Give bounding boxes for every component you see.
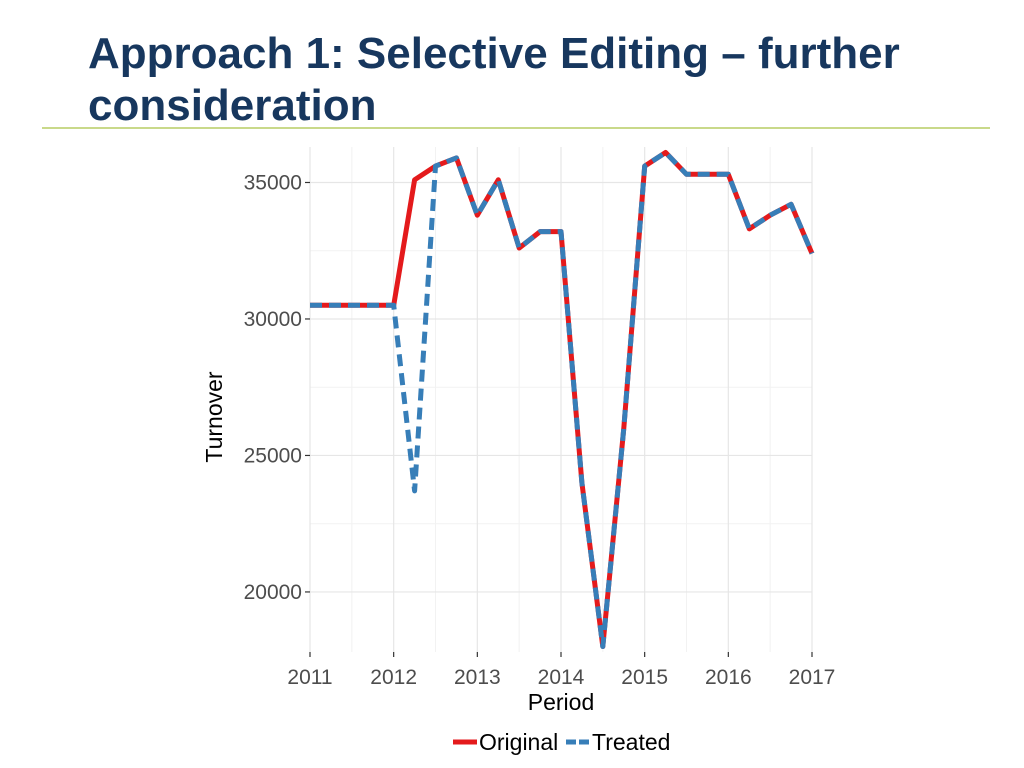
y-tick-label: 30000: [244, 308, 302, 331]
y-axis-title: Turnover: [201, 371, 227, 463]
x-tick-label: 2012: [370, 666, 417, 689]
y-tick-label: 35000: [244, 171, 302, 194]
x-tick-label: 2013: [454, 666, 501, 689]
legend-label-original: Original: [479, 729, 558, 755]
slide-title: Approach 1: Selective Editing – further …: [88, 29, 900, 130]
x-tick-label: 2016: [705, 666, 752, 689]
x-tick-label: 2017: [789, 666, 836, 689]
legend-label-treated: Treated: [592, 729, 670, 755]
y-tick-label: 25000: [244, 444, 302, 467]
x-tick-label: 2014: [538, 666, 585, 689]
series-line-treated: [310, 150, 815, 649]
x-axis-title: Period: [528, 689, 594, 715]
y-tick-label: 20000: [244, 581, 302, 604]
chart-series: [310, 150, 815, 649]
chart-grid: [309, 147, 813, 652]
x-tick-label: 2011: [287, 666, 332, 689]
title-divider: [42, 127, 990, 129]
x-tick-label: 2015: [621, 666, 668, 689]
chart-legend: Original Treated: [453, 729, 670, 755]
chart-axes: 2011 2012 2013 2014 2015 2016 2017 20000 25000 30…: [244, 171, 836, 689]
